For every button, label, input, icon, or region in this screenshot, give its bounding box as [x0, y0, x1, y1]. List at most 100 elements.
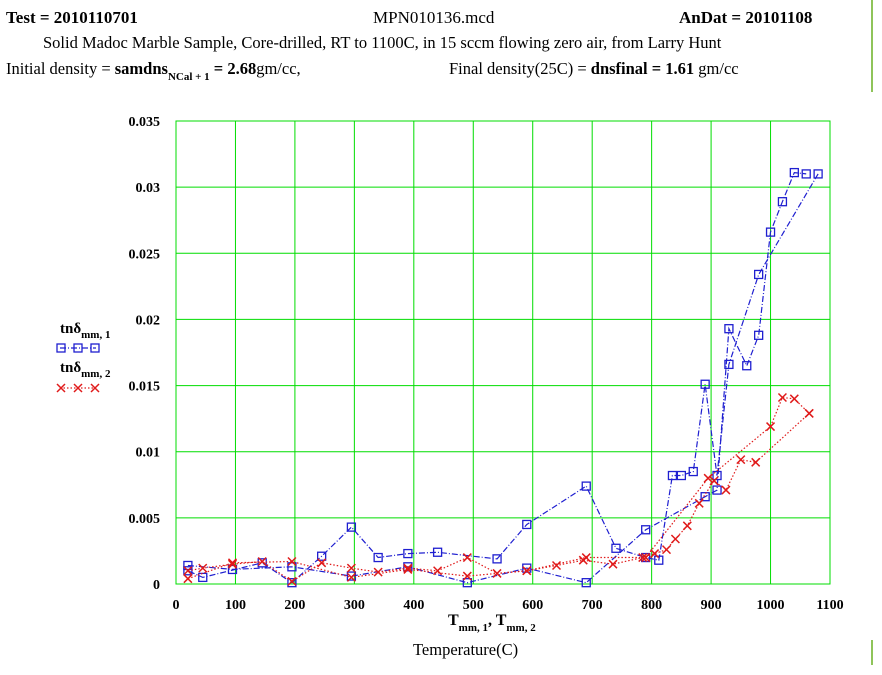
legend-series2-sub: mm, 2 [81, 368, 111, 380]
series1-heating-point-13 [754, 330, 764, 340]
series1-cooling-point-7 [667, 470, 678, 481]
series1-heating-point-14 [765, 227, 776, 237]
series2-cooling-point-26 [183, 566, 193, 576]
legend-series2-marker-2 [90, 383, 100, 393]
analysis-date: AnDat = 20101108 [679, 8, 812, 28]
filename: MPN010136.mcd [373, 8, 495, 27]
series2-cooling-point-19 [373, 567, 383, 577]
series1-heating-point-7 [581, 578, 591, 588]
x-axis-title: Temperature(C) [413, 640, 519, 659]
y-tick-label-3: 0.015 [129, 380, 161, 395]
series2-heating-point-8 [641, 553, 651, 563]
series1-cooling-point-6 [676, 470, 687, 481]
initial-density: Initial density = samdnsNCal + 1 = 2.68g… [6, 59, 301, 83]
x-tick-label-1100: 1100 [816, 598, 843, 613]
series2-cooling-point-4 [709, 476, 719, 486]
series2-heating-point-3 [346, 572, 356, 582]
series1-heating-point-17 [801, 169, 811, 179]
series2-heating-line [187, 396, 810, 580]
series1-heating-point-3 [346, 571, 357, 581]
series1-heating-point-8 [641, 525, 651, 535]
edge-mark-top [871, 0, 873, 92]
final-density-value: = 1.61 [647, 59, 695, 78]
series1-cooling-point-15 [403, 548, 413, 559]
test-value: 2010110701 [53, 8, 138, 27]
series1-heating-point-9 [700, 492, 710, 502]
series2-cooling-point-8 [661, 545, 672, 555]
x-tick-label-500: 500 [463, 598, 484, 613]
series1-cooling-point-0 [813, 169, 823, 179]
initial-density-label: Initial density = [6, 59, 115, 78]
initial-density-value: = 2.68 [209, 59, 257, 78]
x-tick-label-300: 300 [344, 598, 365, 613]
series1-cooling-point-3 [712, 470, 722, 481]
series2-cooling-point-15 [492, 568, 502, 578]
series2-cooling-point-0 [804, 408, 814, 418]
series1-heating-point-4 [403, 562, 413, 572]
final-density-label: Final density(25C) = [449, 59, 591, 78]
x-tick-label-400: 400 [403, 598, 424, 613]
x-tick-label-600: 600 [522, 598, 543, 613]
series1-heating-point-5 [462, 578, 472, 588]
series1-heating-point-0 [183, 560, 193, 571]
y-tick-label-5: 0.025 [129, 247, 161, 262]
plot-frame [175, 120, 831, 585]
series2-cooling-point-24 [227, 559, 238, 569]
series2-heating-point-12 [789, 394, 799, 404]
series2-cooling-point-23 [257, 556, 267, 567]
series2-cooling-point-6 [682, 521, 692, 531]
test-label: Test = [6, 8, 54, 27]
series1-cooling-line [187, 173, 819, 584]
series2-heating-point-1 [227, 558, 238, 568]
legend-series1-name: tnδ [60, 321, 82, 337]
series1-cooling-point-20 [257, 558, 267, 568]
series2-cooling-point-7 [670, 534, 680, 544]
series2-cooling-point-16 [462, 553, 472, 563]
x-tick-label-100: 100 [225, 598, 246, 613]
x-tick-label-900: 900 [701, 598, 722, 613]
series2-cooling-point-20 [346, 563, 356, 573]
series2-heating-point-2 [287, 556, 297, 567]
legend-series2-label: tnδmm, 2 [60, 360, 111, 380]
initial-density-unit: gm/cc, [256, 59, 301, 78]
legend-series1-marker-2 [90, 343, 100, 353]
series2-heating-point-5 [462, 571, 472, 581]
final-density: Final density(25C) = dnsfinal = 1.61 gm/… [449, 59, 739, 79]
series1-heating-point-11 [724, 324, 734, 334]
legend-series1-sub: mm, 1 [81, 329, 111, 341]
x-axis-var1: T [448, 612, 459, 629]
y-tick-label-1: 0.005 [129, 512, 161, 527]
series2-cooling-point-21 [317, 558, 327, 568]
x-tick-label-0: 0 [173, 598, 180, 613]
series1-heating-point-10 [712, 485, 722, 495]
y-tick-label-0: 0 [153, 578, 160, 593]
legend-series2-marker-1 [73, 383, 83, 393]
legend-series1-marker-1 [73, 343, 83, 353]
x-tick-label-800: 800 [641, 598, 662, 613]
initial-density-var: samdns [114, 59, 168, 78]
x-tick-label-700: 700 [582, 598, 603, 613]
andat-label: AnDat = [679, 8, 746, 27]
andat-value: 20101108 [745, 8, 813, 27]
series2-cooling-point-14 [522, 566, 532, 576]
series1-cooling-point-2 [724, 359, 734, 370]
series1-cooling-point-18 [317, 551, 327, 561]
legend-series2-marker-0 [56, 383, 66, 393]
series1-heating-point-16 [789, 167, 799, 178]
series2-cooling-point-17 [433, 566, 443, 576]
series1-cooling-point-21 [198, 572, 208, 583]
series1-cooling-point-19 [287, 578, 297, 588]
series2-cooling-point-9 [650, 549, 660, 559]
series2-heating-point-4 [403, 564, 413, 574]
series2-cooling-point-3 [721, 485, 731, 495]
series2-heating-point-11 [777, 392, 787, 403]
series1-cooling-point-13 [492, 554, 502, 564]
x-axis-sep: , T [488, 612, 507, 629]
series2-cooling-point-2 [736, 455, 746, 465]
series1-cooling-point-17 [346, 522, 357, 532]
series2-cooling-point-25 [198, 563, 208, 573]
series1-cooling-point-4 [700, 379, 710, 389]
series2-heating-point-0 [183, 574, 193, 584]
legend-series1-label: tnδmm, 1 [60, 321, 111, 341]
y-tick-label-7: 0.035 [129, 115, 161, 130]
